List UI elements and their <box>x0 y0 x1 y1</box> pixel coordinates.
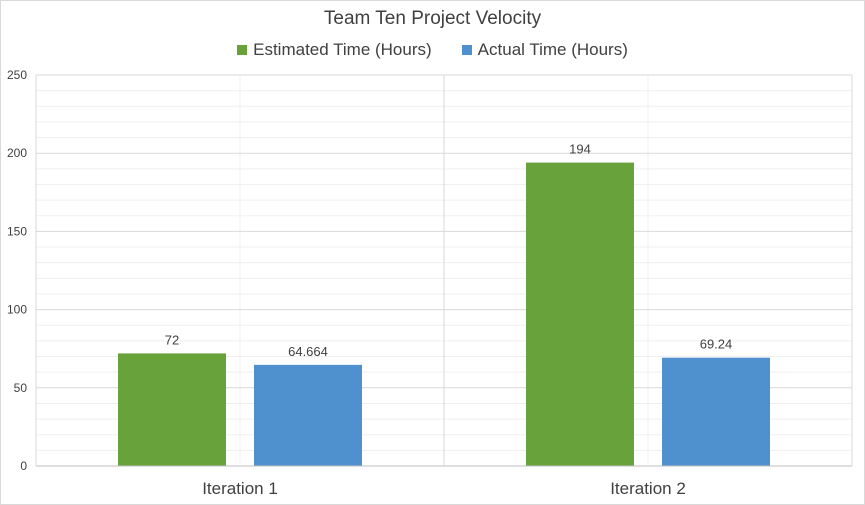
legend-label-actual: Actual Time (Hours) <box>477 40 628 59</box>
legend-swatch-estimated <box>237 45 248 55</box>
data-label: 194 <box>569 142 591 157</box>
legend-entry-estimated: Estimated Time (Hours) <box>237 40 432 60</box>
y-tick-label: 150 <box>7 224 27 238</box>
y-tick-label: 250 <box>7 68 27 82</box>
legend-entry-actual: Actual Time (Hours) <box>461 40 628 60</box>
bar-actual <box>254 364 362 466</box>
y-tick-label: 0 <box>20 459 27 473</box>
legend: Estimated Time (Hours) Actual Time (Hour… <box>0 40 865 60</box>
x-category-label: Iteration 1 <box>202 479 278 498</box>
chart-title: Team Ten Project Velocity <box>323 8 542 29</box>
legend-swatch-actual <box>461 45 472 55</box>
legend-label-estimated: Estimated Time (Hours) <box>253 40 432 59</box>
y-tick-label: 100 <box>7 303 27 317</box>
data-label: 69.24 <box>700 337 733 352</box>
x-category-label: Iteration 2 <box>610 479 686 498</box>
bar-estimated <box>526 162 634 467</box>
data-label: 72 <box>165 332 179 347</box>
data-label: 64.664 <box>288 344 328 359</box>
bar-actual <box>662 357 770 466</box>
bar-estimated <box>118 353 226 466</box>
y-tick-label: 200 <box>7 146 27 160</box>
y-tick-label: 50 <box>14 381 28 395</box>
